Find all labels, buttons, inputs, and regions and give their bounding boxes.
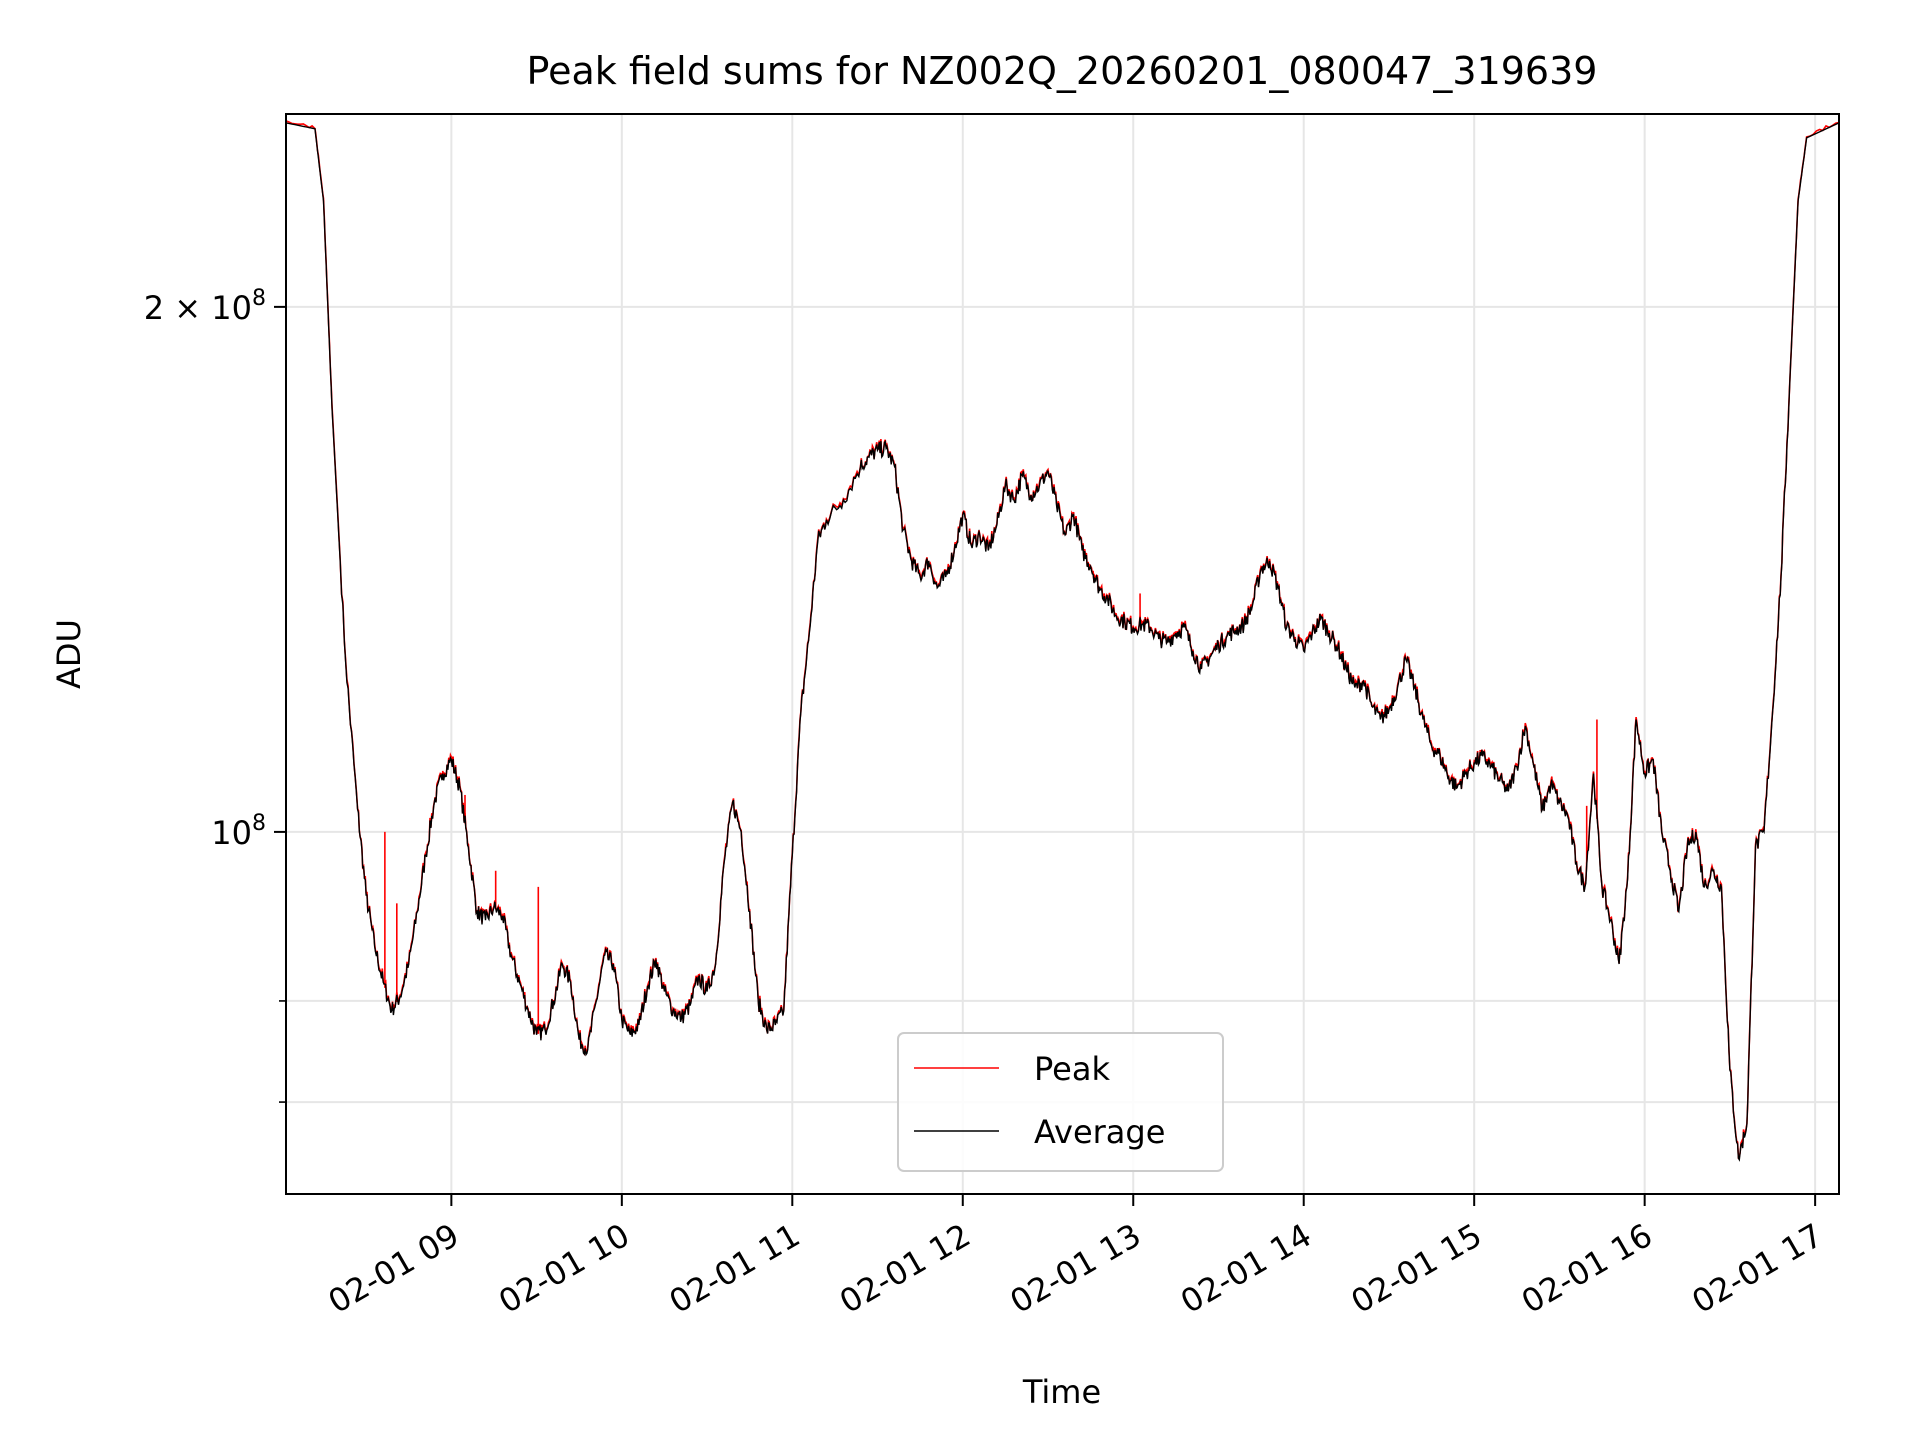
legend: Peak Average bbox=[897, 1032, 1224, 1172]
legend-peak-label: Peak bbox=[1034, 1050, 1110, 1088]
series-layer bbox=[286, 120, 1839, 1162]
y-tick-label: 2 × 108 bbox=[144, 286, 266, 327]
chart-title: Peak field sums for NZ002Q_20260201_0800… bbox=[527, 49, 1598, 93]
y-tick-label-exponent: 8 bbox=[252, 811, 266, 836]
y-axis-label: ADU bbox=[50, 619, 88, 689]
x-axis-label: Time bbox=[1022, 1373, 1101, 1411]
grid bbox=[286, 114, 1839, 1194]
y-tick-label: 108 bbox=[211, 811, 266, 852]
y-tick-label-mantissa: 2 × 10 bbox=[144, 289, 252, 327]
legend-average-label: Average bbox=[1034, 1113, 1165, 1151]
y-tick-label-mantissa: 10 bbox=[211, 814, 252, 852]
y-tick-label-exponent: 8 bbox=[252, 286, 266, 311]
plot-frame bbox=[285, 113, 1840, 1195]
series-average-line bbox=[286, 122, 1839, 1162]
